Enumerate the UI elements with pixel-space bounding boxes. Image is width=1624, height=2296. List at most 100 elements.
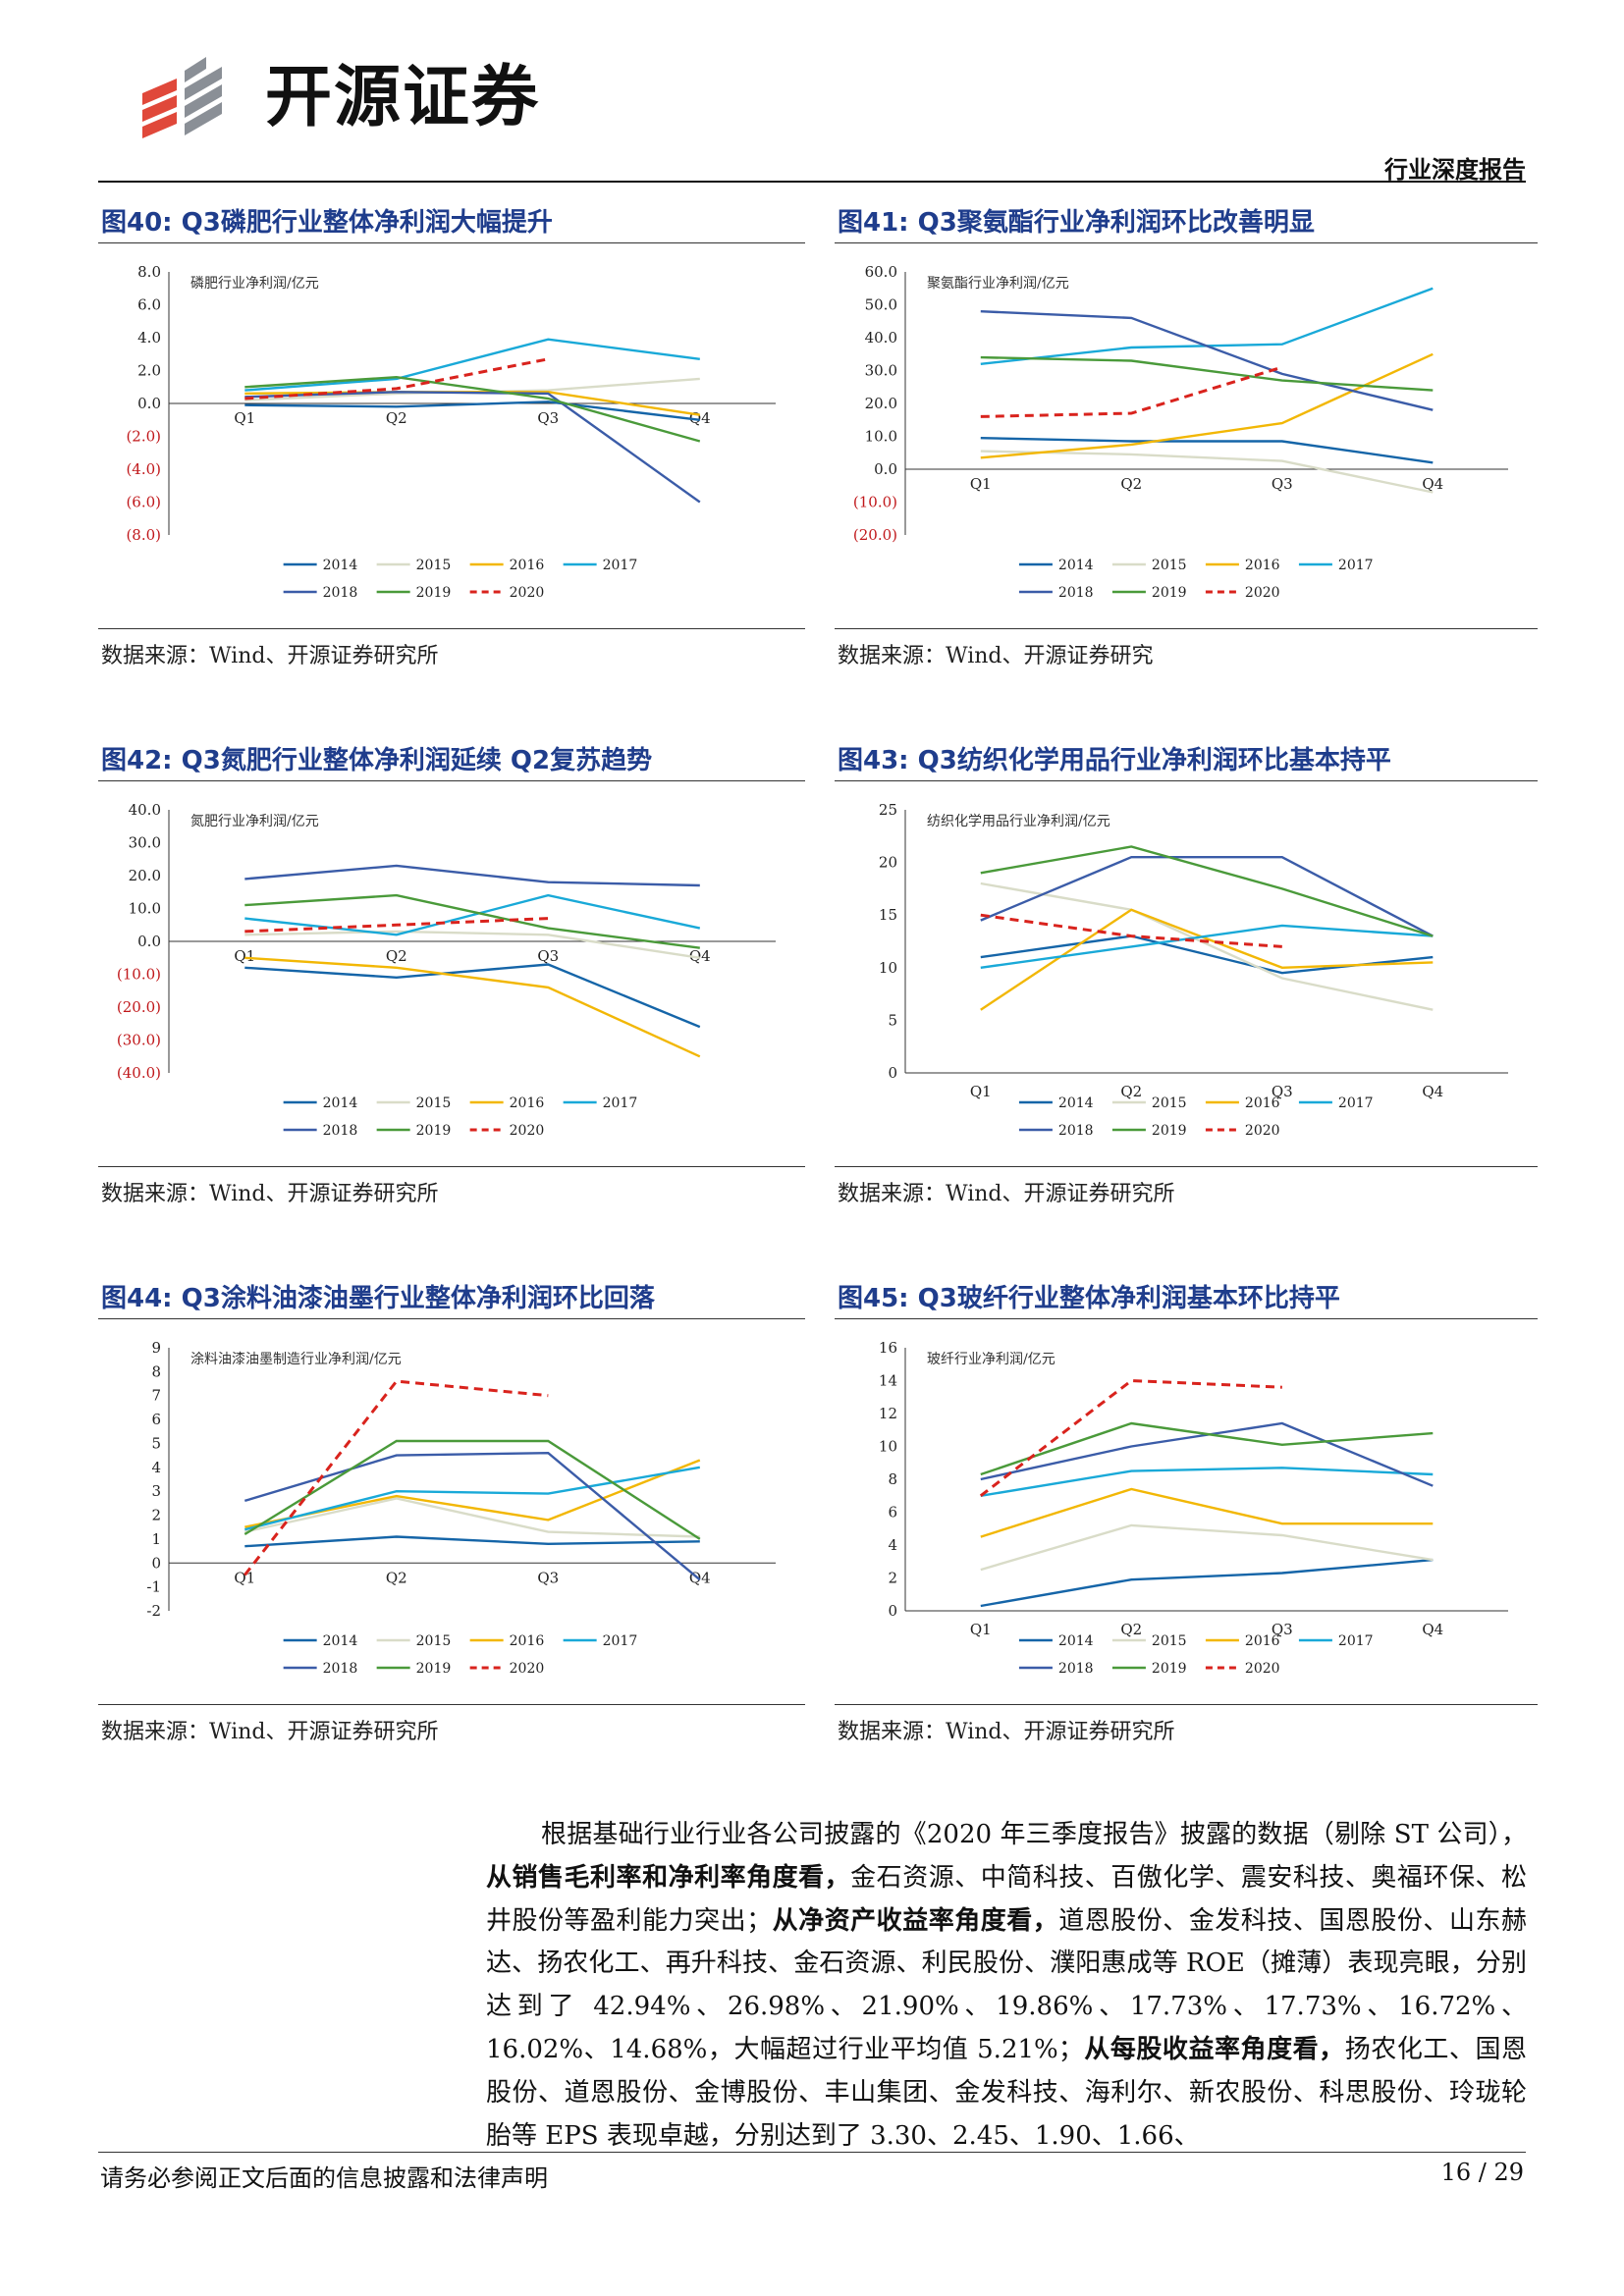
legend-label-2015: 2015 <box>1152 558 1187 573</box>
body-paragraph: 根据基础行业行业各公司披露的《2020 年三季度报告》披露的数据（剔除 ST 公… <box>486 1814 1527 2158</box>
figure-41-bottom-rule <box>835 628 1538 629</box>
series-line-2019 <box>980 1421 1434 1476</box>
legend-label-2016: 2016 <box>1245 558 1280 573</box>
y-tick-label: 12 <box>879 1405 897 1422</box>
body-text-4: 扬农化工、国恩股份、道恩股份、金博股份、丰山集团、金发科技、海利尔、新农股份、科… <box>486 2034 1527 2151</box>
doc-type-label: 行业深度报告 <box>1384 156 1526 184</box>
body-emphasis-1: 从销售毛利率和净利率角度看， <box>486 1862 851 1893</box>
series-line-2016 <box>244 956 701 1058</box>
x-tick-label: Q1 <box>970 1621 992 1638</box>
series-line-2014 <box>244 963 701 1029</box>
series-line-2019 <box>980 355 1434 392</box>
series-line-2014 <box>980 437 1434 464</box>
series-line-2019 <box>980 845 1434 937</box>
chart-inner-label: 氮肥行业净利润/亿元 <box>190 814 319 829</box>
y-tick-label: (6.0) <box>126 494 161 511</box>
brand-name: 开源证券 <box>265 59 541 136</box>
y-tick-label: 20.0 <box>129 867 161 884</box>
y-tick-label: 0 <box>888 1064 897 1082</box>
figure-42-chart: 40.0 30.0 20.0 10.0 0.0 (10.0) (20.0) (30.0) (40… <box>117 801 776 1139</box>
y-tick-label: 9 <box>151 1339 161 1357</box>
figure-40-title: 图40: Q3磷肥行业整体净利润大幅提升 <box>101 208 553 238</box>
series-line-2017 <box>980 1467 1434 1497</box>
x-tick-label: Q1 <box>970 1083 992 1100</box>
series-line-2020 <box>244 357 549 400</box>
y-tick-label: 15 <box>879 906 897 924</box>
chart-inner-label: 纺织化学用品行业净利润/亿元 <box>927 814 1110 829</box>
logo-mark-icon <box>142 57 222 138</box>
chart-inner-label: 涂料油漆油墨制造行业净利润/亿元 <box>190 1352 402 1367</box>
legend-label-2014: 2014 <box>1058 1633 1094 1649</box>
y-tick-label: 6 <box>888 1504 897 1522</box>
y-tick-label: 0.0 <box>137 395 161 412</box>
legend-label-2020: 2020 <box>510 585 545 601</box>
legend-label-2015: 2015 <box>1152 1095 1187 1111</box>
y-tick-label: 20.0 <box>865 395 897 412</box>
series-line-2015 <box>244 1497 700 1538</box>
y-tick-label: 60.0 <box>865 263 897 281</box>
x-tick-label: Q4 <box>1422 475 1443 493</box>
figure-41-source: 数据来源：Wind、开源证券研究 <box>838 644 1154 668</box>
x-tick-label: Q1 <box>234 409 255 427</box>
body-text-1: 根据基础行业行业各公司披露的《2020 年三季度报告》披露的数据（剔除 ST 公… <box>541 1820 1527 1849</box>
figure-43-source: 数据来源：Wind、开源证券研究所 <box>838 1182 1175 1206</box>
legend-label-2018: 2018 <box>1058 1661 1094 1677</box>
legend-label-2016: 2016 <box>510 1633 545 1649</box>
body-emphasis-2: 从净资产收益率角度看， <box>772 1905 1059 1936</box>
body-text-2: 金石资源、中简科技、百傲化学、震安科技、奥福环保、松井股份等盈利能力突出； <box>486 1862 1527 1936</box>
chart-inner-label: 磷肥行业净利润/亿元 <box>190 276 319 292</box>
legend-label-2017: 2017 <box>603 558 638 573</box>
y-tick-label: 5 <box>151 1434 161 1452</box>
legend-label-2020: 2020 <box>510 1661 545 1677</box>
legend-label-2014: 2014 <box>1058 558 1094 573</box>
x-tick-label: Q4 <box>689 1569 711 1586</box>
legend-label-2019: 2019 <box>416 585 452 601</box>
x-tick-label: Q4 <box>689 947 711 965</box>
legend-label-2019: 2019 <box>1152 585 1187 601</box>
series-line-2018 <box>980 310 1434 411</box>
legend-label-2019: 2019 <box>1152 1661 1187 1677</box>
figure-41-title: 图41: Q3聚氨酯行业净利润环比改善明显 <box>838 208 1315 238</box>
figure-43-bottom-rule <box>835 1166 1538 1167</box>
y-tick-label: 40.0 <box>129 801 161 819</box>
legend-label-2014: 2014 <box>323 558 358 573</box>
legend-label-2016: 2016 <box>510 1095 545 1111</box>
header-rule <box>98 181 1526 183</box>
y-tick-label: 3 <box>151 1482 161 1500</box>
x-tick-label: Q3 <box>1272 1621 1293 1638</box>
legend-label-2015: 2015 <box>416 1633 452 1649</box>
series-line-2017 <box>980 924 1434 969</box>
y-tick-label: 10 <box>879 1438 897 1456</box>
y-tick-label: 14 <box>879 1372 897 1390</box>
figure-41-top-rule <box>835 242 1538 243</box>
legend-label-2018: 2018 <box>323 1661 358 1677</box>
y-tick-label: -2 <box>146 1602 161 1620</box>
y-tick-label: (20.0) <box>117 998 161 1016</box>
y-tick-label: (10.0) <box>117 966 161 984</box>
y-tick-label: 6 <box>151 1411 161 1428</box>
series-line-2015 <box>980 881 1434 1011</box>
legend-label-2017: 2017 <box>603 1633 638 1649</box>
legend-label-2017: 2017 <box>603 1095 638 1111</box>
x-tick-label: Q1 <box>970 475 992 493</box>
series-line-2014 <box>980 1558 1434 1608</box>
y-tick-label: (2.0) <box>126 428 161 446</box>
figure-45-bottom-rule <box>835 1704 1538 1705</box>
y-tick-label: 40.0 <box>865 329 897 347</box>
series-line-2020 <box>980 913 1282 948</box>
y-tick-label: 25 <box>879 801 897 819</box>
y-tick-label: 30.0 <box>865 362 897 380</box>
series-line-2018 <box>244 391 701 504</box>
x-tick-label: Q3 <box>537 409 559 427</box>
y-tick-label: 8.0 <box>137 263 161 281</box>
x-tick-label: Q2 <box>1120 1083 1142 1100</box>
series-line-2016 <box>980 352 1434 459</box>
y-tick-label: (10.0) <box>853 494 897 511</box>
series-line-2019 <box>244 375 701 443</box>
legend-label-2019: 2019 <box>1152 1123 1187 1139</box>
series-line-2015 <box>244 930 700 959</box>
footer-rule <box>98 2152 1526 2153</box>
y-tick-label: 4.0 <box>137 329 161 347</box>
page-number: 16 / 29 <box>1440 2159 1524 2186</box>
legend-label-2020: 2020 <box>1245 585 1280 601</box>
